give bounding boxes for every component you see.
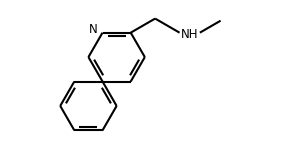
Text: NH: NH — [181, 28, 199, 41]
Text: N: N — [89, 23, 97, 36]
